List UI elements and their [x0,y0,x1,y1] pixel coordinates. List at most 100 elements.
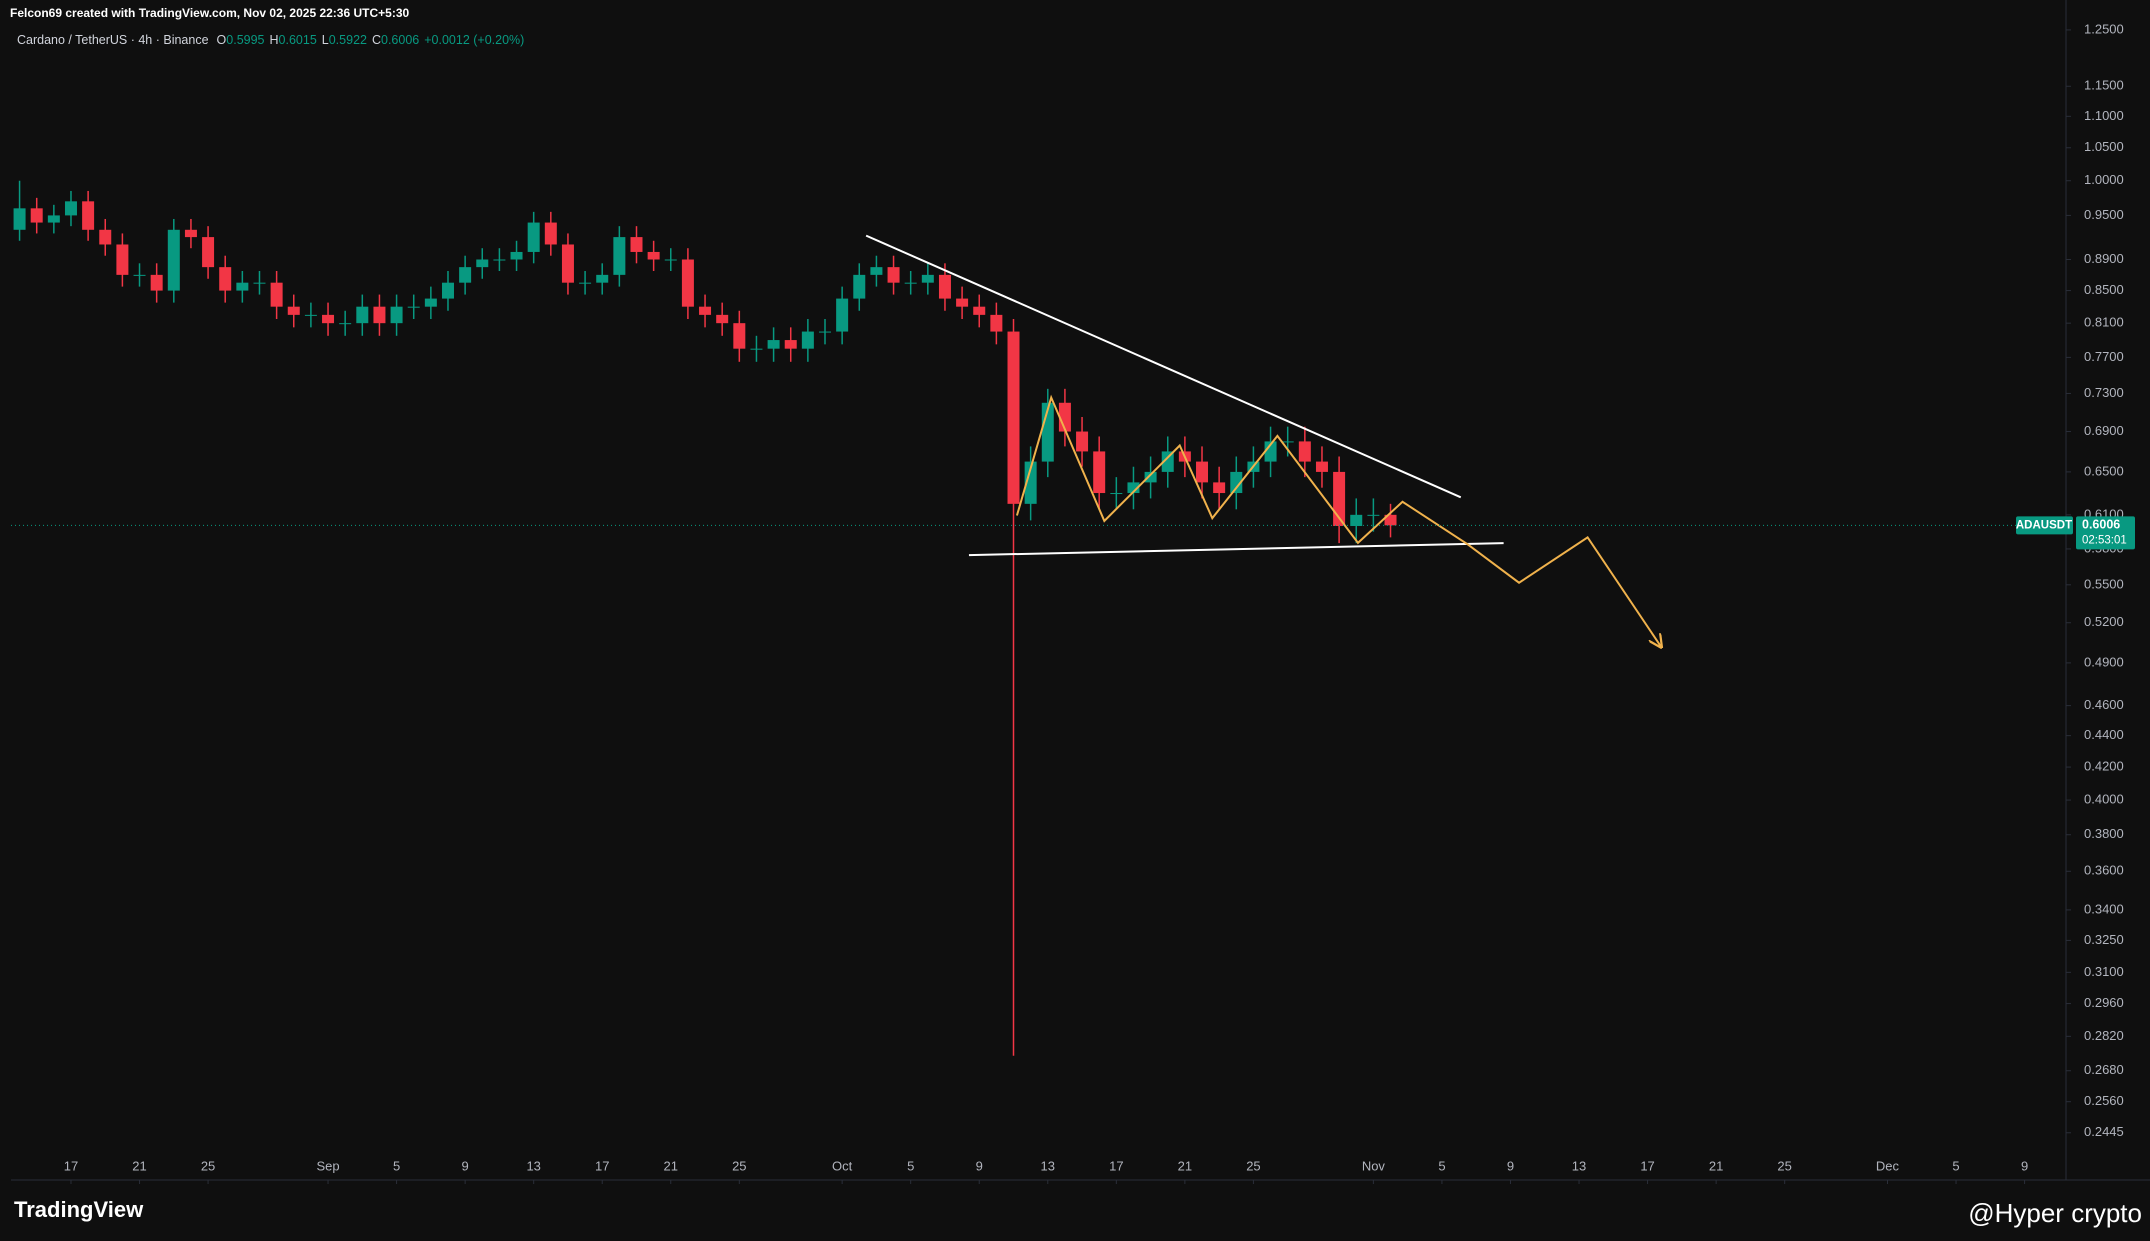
candle-body [1196,461,1209,483]
y-tick-label: 0.5500 [2084,576,2124,591]
x-tick-label: 17 [1640,1158,1654,1173]
candle-body [390,306,403,324]
candle-body [30,208,43,223]
x-tick-label: 21 [132,1158,146,1173]
candle-body [921,274,934,283]
x-tick-label: 17 [595,1158,609,1173]
candle-body [150,274,163,291]
candle-body [784,340,797,349]
candle-body [870,267,883,275]
candle-body [64,201,77,216]
x-tick-label: Oct [832,1158,853,1173]
candle-body [579,282,592,284]
candle-body [801,331,814,349]
x-tick-label: 25 [201,1158,215,1173]
x-tick-label: 5 [393,1158,400,1173]
y-tick-label: 0.2820 [2084,1028,2124,1043]
candle-body [13,208,26,230]
x-tick-label: 5 [907,1158,914,1173]
candle-body [424,298,437,307]
plot: 1.2500 1.1500 1.1000 1.0500 1.0000 0.9500 0.89… [11,21,2135,1184]
candle-body [304,314,317,316]
candle-body [990,314,1003,332]
candle-body [99,229,112,245]
x-tick-label: Sep [316,1158,339,1173]
candle-body [750,348,763,350]
candle-body [613,237,626,275]
header: Felcon69 created with TradingView.com, N… [10,6,409,20]
candle-body [1264,441,1277,462]
candle-body [1350,514,1363,527]
y-tick-label: 1.0500 [2084,139,2124,154]
x-tick-label: 17 [64,1158,78,1173]
x-tick-label: 9 [2021,1158,2028,1173]
candle-body [1041,402,1054,462]
candle-body [476,259,489,268]
y-tick-label: 1.0000 [2084,172,2124,187]
candle-body [973,306,986,315]
candle-body [441,282,454,299]
candle-body [887,267,900,283]
candle-body [287,306,300,315]
candle-body [47,215,60,223]
y-tick-label: 0.4000 [2084,791,2124,806]
candle-body [373,306,386,324]
change: +0.0012 (+0.20%) [424,33,524,47]
y-tick-label: 0.6500 [2084,463,2124,478]
y-tick-label: 1.1000 [2084,108,2124,123]
candle-body [82,201,95,230]
y-tick-label: 0.5200 [2084,614,2124,629]
x-tick-label: 5 [1952,1158,1959,1173]
candle-body [1007,331,1020,504]
x-tick-label: 25 [1777,1158,1791,1173]
x-tick-label: 5 [1438,1158,1445,1173]
y-tick-label: 0.8900 [2084,251,2124,266]
candle-body [253,282,266,284]
candle-body [1333,471,1346,527]
candle-body [322,314,335,324]
trendline [968,542,1504,557]
x-tick-label: 9 [462,1158,469,1173]
candle-body [1315,461,1328,472]
candle-body [527,222,540,252]
candle-body [219,267,232,291]
candle-body [270,282,283,307]
y-tick-label: 0.2560 [2084,1093,2124,1108]
candle-body [630,237,643,252]
x-tick-label: 9 [1507,1158,1514,1173]
y-tick-label: 0.3800 [2084,826,2124,841]
trendline [865,234,1462,499]
candle-body [1076,431,1089,452]
y-tick-label: 0.2960 [2084,995,2124,1010]
x-tick-label: Dec [1876,1158,1900,1173]
candle-body [1058,402,1071,432]
y-tick-label: 0.3400 [2084,901,2124,916]
candle-body [1024,461,1037,504]
projection-path [1015,394,1661,648]
candle-body [1144,471,1157,483]
candle-body [184,229,197,238]
ohlc-label: H [270,33,279,47]
candle-body [596,274,609,283]
price-tag [2076,516,2135,550]
candle-body [938,274,951,299]
y-tick-label: 0.4600 [2084,697,2124,712]
x-tick-label: 13 [1572,1158,1586,1173]
y-tick-label: 0.4200 [2084,759,2124,774]
ohlc-label: C [372,33,381,47]
y-tick-label: 0.3600 [2084,863,2124,878]
candle-body [1127,482,1140,494]
x-tick-label: 17 [1109,1158,1123,1173]
x-tick-label: 21 [1178,1158,1192,1173]
candle-body [1230,471,1243,494]
candle-body [767,340,780,349]
y-tick-label: 0.2445 [2084,1124,2124,1139]
x-tick-label: 25 [1246,1158,1260,1173]
countdown: 02:53:01 [2082,534,2127,546]
candle-body [1298,441,1311,462]
candle-body [116,244,129,275]
watermark: TradingView [14,1197,144,1222]
